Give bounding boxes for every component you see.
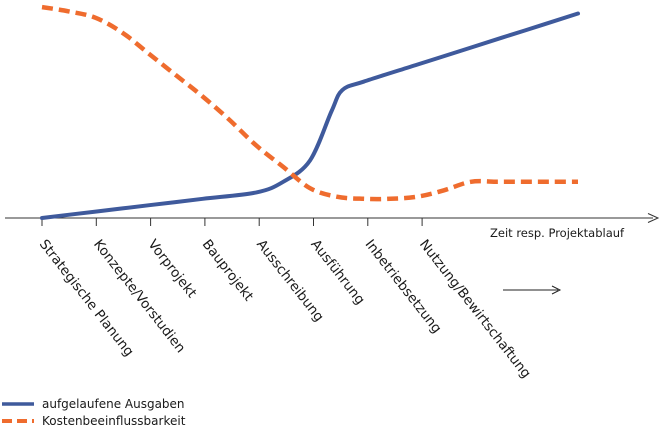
category-label: Konzepte/Vorstudien: [90, 237, 188, 357]
category-labels: Strategische PlanungKonzepte/VorstudienV…: [36, 237, 534, 382]
x-axis-arrowhead: [647, 213, 660, 223]
legend-label-beeinflussbarkeit: Kostenbeeinflussbarkeit: [42, 414, 186, 426]
series-line-1: [41, 4, 578, 202]
category-ticks: [41, 218, 423, 226]
category-label: Ausführung: [307, 237, 368, 308]
category-label: Strategische Planung: [36, 237, 137, 360]
x-axis: Zeit resp. Projektablauf: [5, 213, 660, 240]
category-label: Vorprojekt: [144, 237, 199, 301]
legend: aufgelaufene Ausgaben Kostenbeeinflussba…: [2, 397, 186, 426]
category-label: Bauprojekt: [199, 237, 257, 305]
time-arrow-head: [551, 285, 562, 295]
category-label: Nutzung/Bewirtschaftung: [416, 237, 534, 382]
time-arrow-annotation: [503, 285, 562, 295]
series-line-0: [40, 11, 580, 220]
series-lines: [40, 4, 580, 220]
x-axis-label: Zeit resp. Projektablauf: [490, 226, 625, 240]
legend-label-ausgaben: aufgelaufene Ausgaben: [42, 397, 185, 411]
